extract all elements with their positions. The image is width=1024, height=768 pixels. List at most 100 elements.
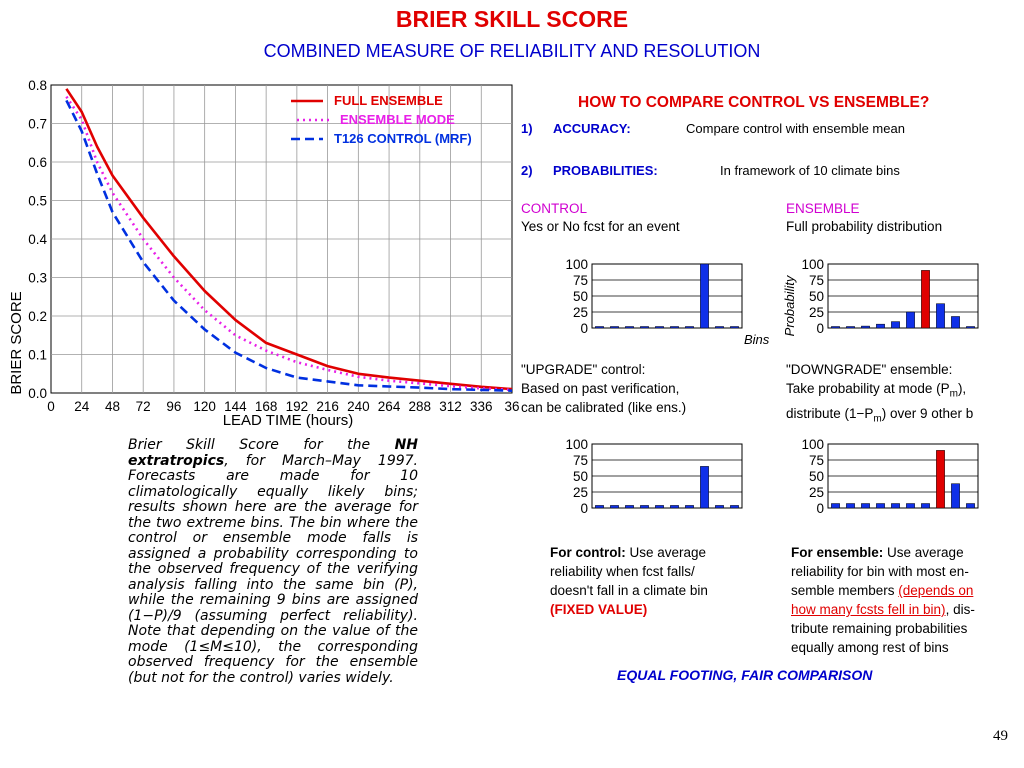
downgrade-sub: m [949,388,958,400]
bar [715,505,724,509]
upgrade-text: "UPGRADE" control: Based on past verific… [521,360,686,417]
for-ensemble-4b: , dis- [945,602,975,617]
bar [715,326,724,329]
bar-y-tick: 50 [809,469,824,484]
bar [640,505,649,509]
bar [906,311,915,329]
bar-y-tick: 25 [573,485,588,500]
for-control-4: (FIXED VALUE) [550,602,648,617]
for-control-3: doesn't fall in a climate bin [550,583,708,598]
bar [640,326,649,329]
x-tick-label: 24 [74,399,90,414]
bar-x-label: Bins [744,332,770,347]
x-tick-label: 144 [224,399,247,414]
bar [831,503,840,509]
bar [951,483,960,509]
downgrade-2b: ), [957,381,967,396]
bar-y-tick: 50 [573,469,588,484]
caption-region: NH extratropics [128,437,418,469]
y-tick-label: 0.7 [28,117,47,132]
y-tick-label: 0.5 [28,194,47,209]
bar [921,503,930,509]
x-tick-label: 192 [286,399,309,414]
ensemble-label: ENSEMBLE [786,201,860,216]
bar [891,503,900,509]
downgrade-3b: ) over 9 other b [881,405,974,421]
bar [670,326,679,329]
item2-text: In framework of 10 climate bins [720,163,900,178]
control-desc: Yes or No fcst for an event [521,219,680,234]
bar-y-tick: 100 [565,438,588,452]
for-control-2: reliability when fcst falls/ [550,564,695,579]
control-label: CONTROL [521,201,588,216]
for-ensemble-3b: (depends on [898,583,974,598]
x-tick-label: 336 [470,399,493,414]
bar-y-tick: 0 [580,501,588,516]
for-control-key: For control: [550,545,626,560]
y-tick-label: 0.0 [28,386,47,401]
bar-y-tick: 0 [580,321,588,336]
downgrade-3a: distribute (1−P [786,405,874,421]
bar-y-tick: 75 [809,453,824,468]
bar [951,316,960,329]
item1-text: Compare control with ensemble mean [686,121,905,136]
y-tick-label: 0.1 [28,348,47,363]
x-tick-label: 36 [504,399,519,414]
x-tick-label: 216 [316,399,339,414]
bar [876,323,885,329]
bar [876,503,885,509]
x-tick-label: 48 [105,399,120,414]
for-control-1: Use average [625,545,707,560]
x-tick-label: 168 [255,399,278,414]
bar [625,326,634,329]
bar-y-tick: 100 [565,258,588,272]
downgrade-sub-2: m [873,413,882,425]
y-tick-label: 0.6 [28,155,47,170]
bar-y-tick: 75 [809,273,824,288]
item2-number: 2) [521,163,533,178]
item2-key: PROBABILITIES: [553,163,658,178]
bar [700,263,709,329]
y-tick-label: 0.4 [28,232,47,247]
x-tick-label: 240 [347,399,370,414]
bar [831,326,840,329]
bar [595,505,604,509]
bar-y-tick: 25 [809,485,824,500]
bar [921,270,930,329]
bar [670,505,679,509]
bar-y-tick: 100 [801,438,824,452]
chart-legend: FULL ENSEMBLE ENSEMBLE MODE T126 CONTROL… [291,93,472,146]
for-ensemble-5: tribute remaining probabilities [791,621,968,636]
bar-y-tick: 75 [573,273,588,288]
upgrade-line-3: can be calibrated (like ens.) [521,400,687,415]
upgrade-line-1: "UPGRADE" control: [521,362,646,377]
bar [891,321,900,329]
bar [730,326,739,329]
for-ensemble-1: Use average [883,545,964,560]
bar [861,325,870,329]
for-ensemble-key: For ensemble: [791,545,884,560]
downgrade-text: "DOWNGRADE" ensemble: Take probability a… [786,360,1024,428]
bar [936,450,945,509]
y-tick-label: 0.8 [28,78,47,93]
item1-number: 1) [521,121,533,136]
compare-heading: HOW TO COMPARE CONTROL VS ENSEMBLE? [578,94,930,111]
footer-note: EQUAL FOOTING, FAIR COMPARISON [617,667,873,683]
x-tick-label: 96 [166,399,181,414]
for-ensemble-3a: semble members [791,583,899,598]
bar [906,503,915,509]
downgrade-line-2: Take probability at mode (Pm), [786,379,1024,404]
for-ensemble-2: reliability for bin with most en- [791,564,969,579]
bar [655,326,664,329]
bar [861,503,870,509]
x-axis-label: LEAD TIME (hours) [223,412,354,429]
caption-text-2: , for March–May 1997. Forecasts are made… [128,452,418,686]
for-control-text: For control: Use average reliability whe… [550,543,708,619]
bar-y-tick: 0 [816,321,824,336]
y-tick-label: 0.2 [28,309,47,324]
bar [936,303,945,329]
bar [730,505,739,509]
